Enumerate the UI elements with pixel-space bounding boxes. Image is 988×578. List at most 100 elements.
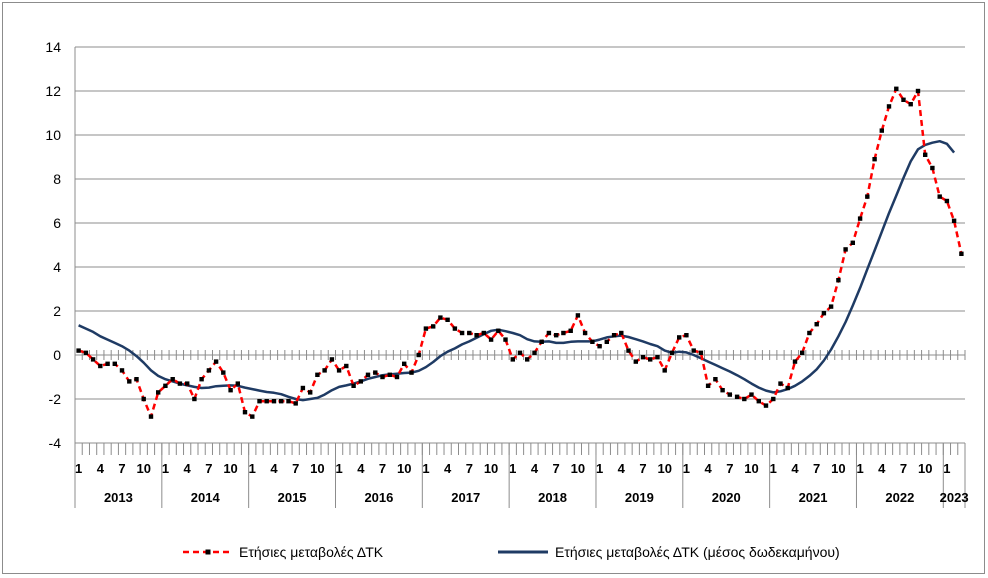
data-point-marker — [242, 410, 248, 415]
data-point-marker — [467, 330, 472, 336]
data-point-marker — [177, 381, 183, 386]
data-point-marker — [134, 377, 139, 382]
x-tick-label: 1 — [943, 461, 950, 476]
data-point-marker — [293, 401, 298, 406]
year-label: 2022 — [885, 490, 914, 505]
data-point-marker — [908, 102, 913, 107]
data-point-marker — [814, 322, 819, 327]
year-label: 2021 — [799, 490, 828, 505]
data-point-marker — [496, 328, 501, 333]
x-tick-label: 4 — [184, 461, 192, 476]
x-tick-label: 10 — [137, 461, 151, 476]
data-point-marker — [127, 379, 132, 384]
data-point-marker — [481, 330, 486, 336]
x-tick-label: 10 — [310, 461, 324, 476]
data-point-marker — [322, 368, 327, 373]
data-point-marker — [315, 372, 320, 377]
data-point-marker — [684, 333, 689, 338]
x-tick-label: 7 — [813, 461, 820, 476]
data-point-marker — [83, 350, 89, 355]
year-label: 2017 — [451, 490, 480, 505]
data-point-marker — [720, 388, 725, 393]
x-tick-label: 4 — [791, 461, 799, 476]
y-tick-label: 4 — [53, 259, 61, 275]
data-point-marker — [886, 104, 892, 109]
data-point-marker — [329, 357, 335, 362]
data-point-marker — [365, 372, 371, 377]
data-point-marker — [778, 381, 783, 386]
x-tick-label: 1 — [162, 461, 169, 476]
data-point-marker — [749, 392, 754, 397]
x-tick-label: 4 — [97, 461, 105, 476]
data-point-marker — [742, 396, 747, 402]
x-tick-label: 10 — [223, 461, 237, 476]
x-tick-label: 10 — [571, 461, 585, 476]
data-point-marker — [648, 357, 653, 362]
data-point-marker — [561, 330, 566, 336]
data-point-marker — [105, 361, 110, 366]
data-point-marker — [951, 218, 957, 223]
data-point-marker — [937, 194, 942, 199]
data-point-marker — [734, 394, 740, 399]
data-point-marker — [771, 396, 776, 402]
legend-label-12m-average: Ετήσιες μεταβολές ΔΤΚ (μέσος δωδεκαμήνου… — [555, 544, 840, 560]
data-point-marker — [850, 240, 855, 245]
x-tick-label: 4 — [270, 461, 278, 476]
data-point-marker — [250, 414, 255, 419]
data-point-marker — [235, 381, 240, 386]
data-point-marker — [619, 330, 624, 336]
year-label: 2018 — [538, 490, 567, 505]
data-point-marker — [98, 363, 103, 369]
data-point-marker — [640, 355, 646, 360]
data-point-marker — [879, 128, 884, 133]
data-point-marker — [416, 352, 421, 358]
data-point-marker — [763, 403, 769, 408]
data-point-marker — [402, 361, 407, 366]
data-point-marker — [279, 399, 284, 404]
x-tick-label: 1 — [509, 461, 516, 476]
x-tick-label: 4 — [618, 461, 626, 476]
data-point-marker — [727, 392, 732, 397]
data-point-marker — [539, 339, 544, 344]
data-point-marker — [286, 399, 291, 404]
y-tick-label: -4 — [49, 435, 62, 451]
x-tick-label: 1 — [596, 461, 603, 476]
data-point-marker — [604, 339, 609, 344]
x-tick-label: 1 — [249, 461, 256, 476]
data-point-marker — [915, 88, 921, 94]
data-point-marker — [554, 333, 559, 338]
data-point-marker — [525, 357, 530, 362]
data-point-marker — [170, 377, 175, 382]
x-tick-label: 7 — [292, 461, 299, 476]
data-point-marker — [785, 385, 790, 391]
data-point-marker — [705, 383, 711, 388]
year-label: 2020 — [712, 490, 741, 505]
x-tick-label: 7 — [205, 461, 212, 476]
data-point-marker — [336, 368, 342, 373]
y-tick-label: 14 — [45, 39, 61, 55]
data-point-marker — [351, 383, 356, 388]
data-point-marker — [438, 315, 443, 320]
year-label: 2023 — [940, 490, 969, 505]
legend-marker — [205, 549, 211, 555]
data-point-marker — [901, 97, 906, 102]
data-point-marker — [163, 383, 168, 388]
data-point-marker — [221, 370, 226, 375]
data-point-marker — [959, 251, 964, 256]
year-label: 2013 — [104, 490, 133, 505]
x-tick-label: 1 — [335, 461, 342, 476]
y-tick-label: 0 — [53, 347, 61, 363]
x-tick-label: 1 — [856, 461, 863, 476]
data-point-marker — [582, 330, 588, 336]
data-point-marker — [575, 313, 581, 318]
data-point-marker — [944, 198, 950, 204]
data-point-marker — [677, 335, 682, 340]
data-point-marker — [626, 348, 631, 353]
data-point-marker — [517, 350, 523, 355]
data-point-marker — [828, 304, 834, 309]
data-point-marker — [611, 333, 617, 338]
data-point-marker — [148, 414, 154, 419]
year-label: 2019 — [625, 490, 654, 505]
data-point-marker — [923, 152, 928, 157]
